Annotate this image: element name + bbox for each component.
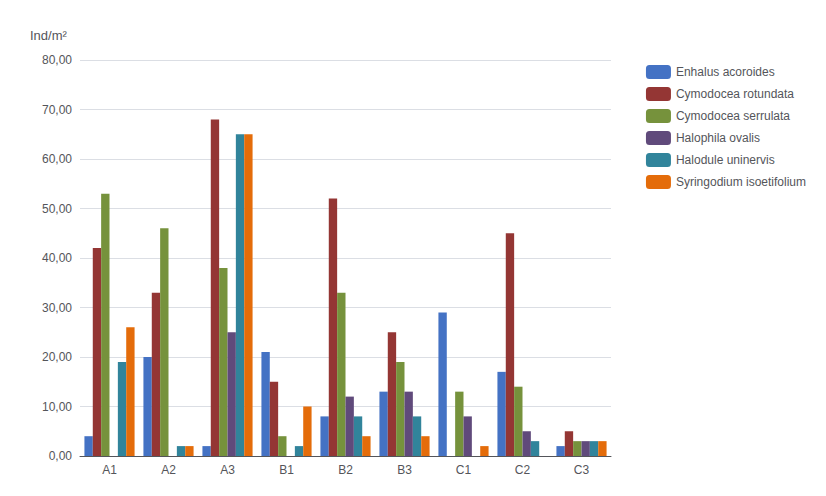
svg-text:Cymodocea serrulata: Cymodocea serrulata	[676, 109, 790, 123]
svg-text:B1: B1	[279, 463, 294, 477]
svg-text:A2: A2	[161, 463, 176, 477]
svg-text:10,00: 10,00	[42, 400, 72, 414]
svg-text:B3: B3	[397, 463, 412, 477]
svg-text:Halodule uninervis: Halodule uninervis	[676, 153, 775, 167]
svg-text:20,00: 20,00	[42, 350, 72, 364]
svg-text:A1: A1	[102, 463, 117, 477]
svg-text:70,00: 70,00	[42, 103, 72, 117]
svg-text:Syringodium isoetifolium: Syringodium isoetifolium	[676, 175, 806, 189]
svg-text:B2: B2	[338, 463, 353, 477]
svg-text:C1: C1	[456, 463, 472, 477]
svg-text:40,00: 40,00	[42, 251, 72, 265]
svg-text:60,00: 60,00	[42, 152, 72, 166]
svg-text:0,00: 0,00	[49, 449, 73, 463]
svg-text:Cymodocea rotundata: Cymodocea rotundata	[676, 87, 794, 101]
svg-text:C2: C2	[515, 463, 531, 477]
svg-text:80,00: 80,00	[42, 53, 72, 67]
svg-text:Enhalus acoroides: Enhalus acoroides	[676, 65, 775, 79]
svg-text:A3: A3	[220, 463, 235, 477]
svg-text:Ind/m²: Ind/m²	[30, 28, 68, 43]
svg-text:Halophila ovalis: Halophila ovalis	[676, 131, 760, 145]
svg-text:C3: C3	[574, 463, 590, 477]
svg-text:30,00: 30,00	[42, 301, 72, 315]
svg-text:50,00: 50,00	[42, 202, 72, 216]
